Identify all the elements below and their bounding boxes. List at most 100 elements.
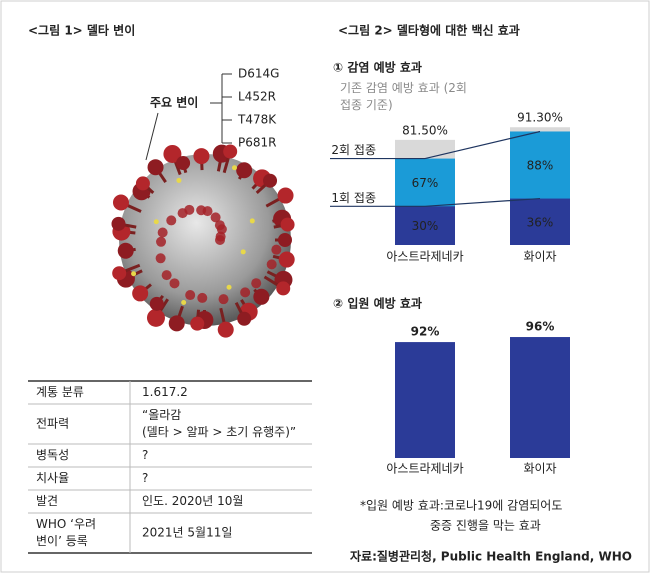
bar xyxy=(510,337,570,458)
virus-spike xyxy=(111,216,126,231)
virus-spike xyxy=(163,144,182,163)
mutation: P681R xyxy=(238,136,276,150)
virus-spike xyxy=(210,212,221,223)
series-line xyxy=(424,130,541,160)
virus-spike xyxy=(157,227,168,238)
virus-spike xyxy=(147,159,164,176)
footnote: *입원 예방 효과:코로나19에 감염되어도 xyxy=(360,499,562,513)
virus-spike xyxy=(196,205,207,216)
bar xyxy=(395,206,455,245)
table-value: (델타 > 알파 > 초기 유행주)” xyxy=(142,424,296,439)
virus-spike xyxy=(251,278,262,289)
series-label: 2회 접종 xyxy=(331,143,376,157)
table-value: 인도. 2020년 10월 xyxy=(142,494,243,508)
virus-spike xyxy=(278,251,295,268)
virus-dot xyxy=(231,165,237,171)
virus-spike xyxy=(237,311,252,326)
legend-text: 기존 감염 예방 효과 (2회 접종 기준) xyxy=(340,81,467,112)
table-value: ? xyxy=(142,471,148,485)
virus-spike xyxy=(177,208,188,219)
virus-spike xyxy=(185,290,196,301)
table-label: 전파력 xyxy=(36,417,69,431)
mutation: L452R xyxy=(238,90,276,104)
table-value: 2021년 5월11일 xyxy=(142,526,232,540)
virus-body xyxy=(119,154,291,326)
chart-title: ① 감염 예방 효과 xyxy=(333,60,422,75)
virus-spike xyxy=(149,296,164,311)
virus-spike xyxy=(278,233,292,247)
virus-spike xyxy=(266,259,277,270)
source: 자료:질병관리청, Public Health England, WHO xyxy=(350,549,632,564)
virus-spike xyxy=(253,288,270,305)
table-label: 치사율 xyxy=(36,471,69,485)
table-value: 1.617.2 xyxy=(142,385,188,399)
virus-spike xyxy=(197,292,208,303)
virus-dot xyxy=(181,299,187,305)
virus-spike xyxy=(176,156,191,171)
value-label: 92% xyxy=(411,325,440,339)
series-label: 1회 접종 xyxy=(331,191,376,205)
table-label: 변이’ 등록 xyxy=(36,534,88,548)
virus-illustration xyxy=(111,144,295,338)
table-value: ? xyxy=(142,448,148,462)
table-label: 발견 xyxy=(36,494,58,508)
bar xyxy=(510,198,570,245)
virus-spike xyxy=(236,162,253,179)
figure-title: <그림 2> 델타형에 대한 백신 효과 xyxy=(338,23,520,38)
x-tick-label: 화이자 xyxy=(523,250,556,264)
series-line xyxy=(424,197,541,207)
value-label: 36% xyxy=(527,215,554,229)
key-label: 주요 변이 xyxy=(150,95,198,110)
x-tick-label: 아스트라제네카 xyxy=(386,250,463,264)
virus-spike xyxy=(280,217,295,232)
virus-spike xyxy=(155,253,166,264)
virus-spike xyxy=(117,242,134,259)
virus-spike xyxy=(276,281,291,296)
value-label: 81.50% xyxy=(402,123,448,137)
virus-spike xyxy=(190,316,205,331)
virus-spike xyxy=(135,176,150,191)
footnote: 중증 진행을 막는 효과 xyxy=(430,518,541,533)
virus-spike xyxy=(277,187,294,204)
virus-spike xyxy=(156,236,167,247)
virus-dot xyxy=(153,219,159,225)
virus-spike xyxy=(240,287,251,298)
virus-spike xyxy=(146,308,165,327)
virus-dot xyxy=(249,218,255,224)
virus-spike xyxy=(166,215,177,226)
virus-spike xyxy=(223,144,238,159)
x-tick-label: 화이자 xyxy=(523,462,556,476)
virus-spike xyxy=(168,315,185,332)
virus-dot xyxy=(240,249,246,255)
virus-spike xyxy=(263,173,278,188)
virus-spike xyxy=(112,266,127,281)
virus-spike xyxy=(271,244,282,255)
virus-spike xyxy=(112,194,129,211)
virus-spike xyxy=(217,321,234,338)
table-label: WHO ‘우려 xyxy=(36,517,96,531)
mutation: T478K xyxy=(237,113,277,127)
value-label: 91.30% xyxy=(517,111,563,125)
bar xyxy=(395,342,455,458)
value-label: 96% xyxy=(526,320,555,334)
virus-spike xyxy=(161,270,172,281)
virus-spike xyxy=(215,231,226,242)
x-tick-label: 아스트라제네카 xyxy=(386,462,463,476)
virus-spike xyxy=(214,220,225,231)
virus-dot xyxy=(176,177,182,183)
virus-spike xyxy=(218,294,229,305)
virus-spike xyxy=(193,148,210,165)
legend-label: 기존 감염 예방 효과 (2회 접종 기준) xyxy=(340,81,467,112)
virus-spike xyxy=(132,285,149,302)
virus-dot xyxy=(226,284,232,290)
virus-spike xyxy=(169,278,180,289)
table-value: “올라감 xyxy=(142,408,181,422)
value-label: 30% xyxy=(412,219,439,233)
chart-title: ② 입원 예방 효과 xyxy=(333,296,422,311)
value-label: 88% xyxy=(527,159,554,173)
table-label: 계통 분류 xyxy=(36,385,84,399)
table-label: 병독성 xyxy=(36,448,69,462)
pointer xyxy=(145,112,159,161)
figure-title: <그림 1> 델타 변이 xyxy=(28,23,135,38)
